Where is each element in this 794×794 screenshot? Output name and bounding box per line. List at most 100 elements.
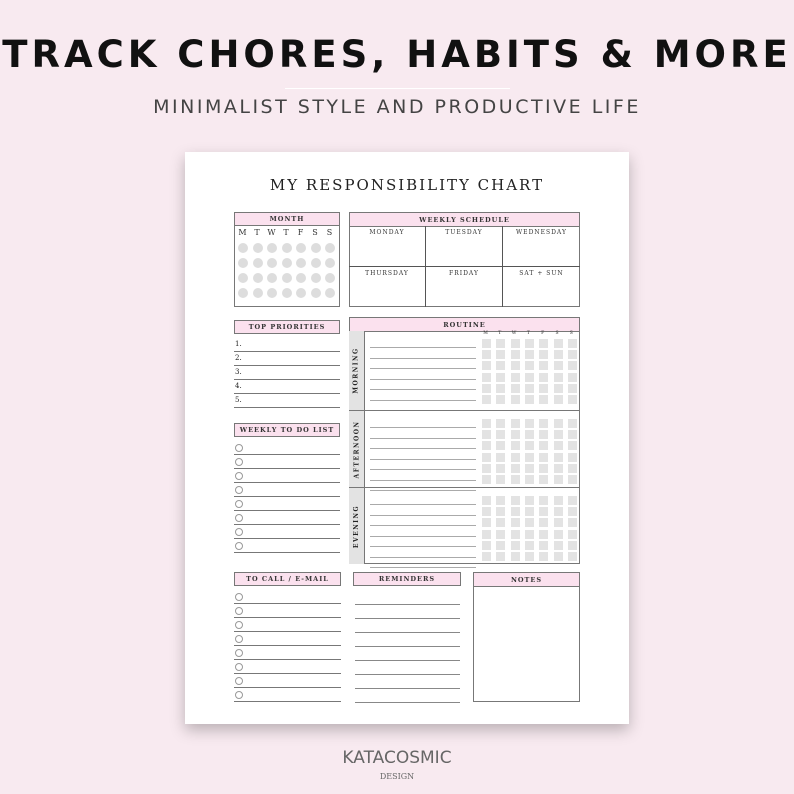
- habit-checkbox[interactable]: [539, 475, 549, 484]
- routine-task-line[interactable]: [370, 525, 476, 526]
- habit-checkbox[interactable]: [553, 441, 563, 451]
- checkbox-circle-icon[interactable]: [235, 458, 243, 466]
- habit-checkbox[interactable]: [524, 361, 534, 371]
- routine-task-line[interactable]: [370, 490, 476, 491]
- day-dot[interactable]: [238, 243, 248, 253]
- routine-task-line[interactable]: [370, 427, 476, 428]
- routine-task-line[interactable]: [370, 535, 476, 537]
- habit-checkbox[interactable]: [482, 463, 491, 473]
- habit-checkbox[interactable]: [553, 350, 563, 360]
- habit-checkbox[interactable]: [496, 372, 506, 382]
- habit-checkbox[interactable]: [510, 339, 520, 348]
- routine-task-line[interactable]: [370, 546, 476, 547]
- habit-checkbox[interactable]: [539, 452, 549, 462]
- habit-checkbox[interactable]: [539, 395, 549, 404]
- habit-checkbox[interactable]: [539, 361, 549, 371]
- habit-checkbox[interactable]: [539, 419, 549, 428]
- checkbox-circle-icon[interactable]: [235, 691, 243, 699]
- habit-checkbox[interactable]: [553, 383, 563, 393]
- habit-checkbox[interactable]: [553, 339, 563, 348]
- call-item[interactable]: [234, 660, 341, 674]
- todo-item[interactable]: [234, 455, 340, 469]
- habit-checkbox[interactable]: [524, 395, 534, 404]
- routine-task-line[interactable]: [370, 469, 476, 470]
- habit-checkbox[interactable]: [510, 529, 520, 539]
- habit-checkbox[interactable]: [553, 452, 563, 462]
- checkbox-circle-icon[interactable]: [235, 472, 243, 480]
- habit-checkbox[interactable]: [482, 518, 491, 528]
- day-dot[interactable]: [267, 273, 277, 283]
- habit-checkbox[interactable]: [567, 430, 577, 440]
- habit-checkbox[interactable]: [496, 529, 506, 539]
- day-dot[interactable]: [267, 258, 277, 268]
- checkbox-circle-icon[interactable]: [235, 607, 243, 615]
- habit-checkbox[interactable]: [524, 529, 534, 539]
- habit-checkbox[interactable]: [539, 552, 549, 561]
- checkbox-circle-icon[interactable]: [235, 528, 243, 536]
- habit-checkbox[interactable]: [539, 463, 549, 473]
- day-dot[interactable]: [281, 243, 292, 253]
- habit-checkbox[interactable]: [482, 350, 491, 360]
- day-dot[interactable]: [325, 288, 335, 298]
- day-dot[interactable]: [296, 288, 306, 298]
- habit-checkbox[interactable]: [496, 496, 506, 505]
- day-dot[interactable]: [310, 243, 321, 253]
- habit-checkbox[interactable]: [510, 395, 520, 404]
- call-item[interactable]: [234, 632, 341, 646]
- habit-checkbox[interactable]: [567, 540, 577, 550]
- routine-task-line[interactable]: [370, 389, 476, 390]
- routine-task-line[interactable]: [370, 357, 476, 359]
- schedule-cell-sat-sun[interactable]: SAT + SUN: [503, 266, 580, 307]
- habit-checkbox[interactable]: [553, 463, 563, 473]
- reminder-line[interactable]: [355, 604, 460, 605]
- habit-checkbox[interactable]: [482, 372, 491, 382]
- notes-box[interactable]: [473, 572, 580, 702]
- habit-checkbox[interactable]: [510, 383, 520, 393]
- reminder-line[interactable]: [355, 618, 460, 619]
- schedule-cell-tuesday[interactable]: TUESDAY: [426, 226, 503, 266]
- habit-checkbox[interactable]: [524, 507, 534, 517]
- todo-item[interactable]: [234, 539, 340, 553]
- call-item[interactable]: [234, 618, 341, 632]
- habit-checkbox[interactable]: [553, 372, 563, 382]
- routine-task-line[interactable]: [370, 504, 476, 505]
- habit-checkbox[interactable]: [524, 350, 534, 360]
- reminder-line[interactable]: [355, 674, 460, 675]
- habit-checkbox[interactable]: [567, 529, 577, 539]
- habit-checkbox[interactable]: [496, 463, 506, 473]
- day-dot[interactable]: [252, 243, 263, 253]
- habit-checkbox[interactable]: [510, 361, 520, 371]
- habit-checkbox[interactable]: [496, 419, 506, 428]
- habit-checkbox[interactable]: [482, 441, 491, 451]
- habit-checkbox[interactable]: [567, 518, 577, 528]
- habit-checkbox[interactable]: [539, 529, 549, 539]
- habit-checkbox[interactable]: [510, 463, 520, 473]
- habit-checkbox[interactable]: [482, 475, 491, 484]
- call-item[interactable]: [234, 688, 341, 702]
- call-item[interactable]: [234, 674, 341, 688]
- habit-checkbox[interactable]: [482, 361, 491, 371]
- habit-checkbox[interactable]: [539, 372, 549, 382]
- habit-checkbox[interactable]: [510, 430, 520, 440]
- habit-checkbox[interactable]: [524, 463, 534, 473]
- habit-checkbox[interactable]: [482, 383, 491, 393]
- schedule-cell-monday[interactable]: MONDAY: [349, 226, 426, 266]
- routine-task-line[interactable]: [370, 368, 476, 369]
- reminder-line[interactable]: [355, 646, 460, 647]
- habit-checkbox[interactable]: [496, 475, 506, 484]
- habit-checkbox[interactable]: [539, 430, 549, 440]
- day-dot[interactable]: [267, 243, 277, 253]
- priority-line[interactable]: 1.: [234, 338, 340, 352]
- habit-checkbox[interactable]: [510, 518, 520, 528]
- habit-checkbox[interactable]: [567, 419, 577, 428]
- habit-checkbox[interactable]: [510, 350, 520, 360]
- habit-checkbox[interactable]: [567, 339, 577, 348]
- routine-task-line[interactable]: [370, 479, 476, 481]
- routine-task-line[interactable]: [370, 458, 476, 460]
- habit-checkbox[interactable]: [524, 452, 534, 462]
- todo-item[interactable]: [234, 469, 340, 483]
- habit-checkbox[interactable]: [482, 529, 491, 539]
- habit-checkbox[interactable]: [524, 475, 534, 484]
- habit-checkbox[interactable]: [510, 452, 520, 462]
- habit-checkbox[interactable]: [482, 452, 491, 462]
